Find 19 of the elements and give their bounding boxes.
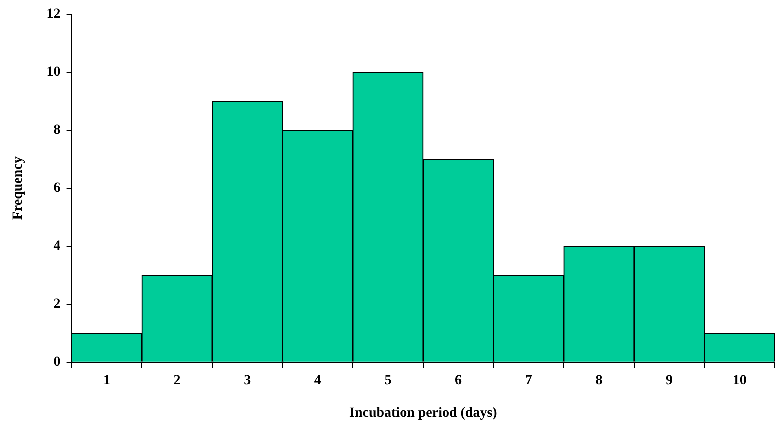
y-tick-label: 4 — [54, 239, 61, 254]
x-tick-label: 8 — [596, 373, 603, 388]
x-tick-label: 1 — [103, 373, 110, 388]
y-tick-label: 12 — [46, 7, 61, 22]
y-tick-label: 0 — [54, 355, 61, 370]
x-tick-label: 5 — [384, 373, 392, 388]
y-axis-title: Frequency — [11, 156, 26, 220]
y-tick-label: 6 — [54, 181, 61, 196]
x-tick-label: 6 — [455, 373, 462, 388]
y-tick-label: 10 — [46, 65, 61, 80]
x-tick-label: 3 — [244, 373, 252, 388]
x-tick-label: 9 — [666, 373, 674, 388]
x-tick-label: 10 — [732, 373, 747, 388]
x-axis-title: Incubation period (days) — [349, 406, 498, 422]
y-tick-label: 2 — [54, 297, 61, 312]
x-tick-label: 4 — [314, 373, 322, 388]
x-tick-label: 2 — [174, 373, 181, 388]
x-tick-label: 7 — [525, 373, 532, 388]
y-tick-label: 8 — [54, 123, 61, 138]
